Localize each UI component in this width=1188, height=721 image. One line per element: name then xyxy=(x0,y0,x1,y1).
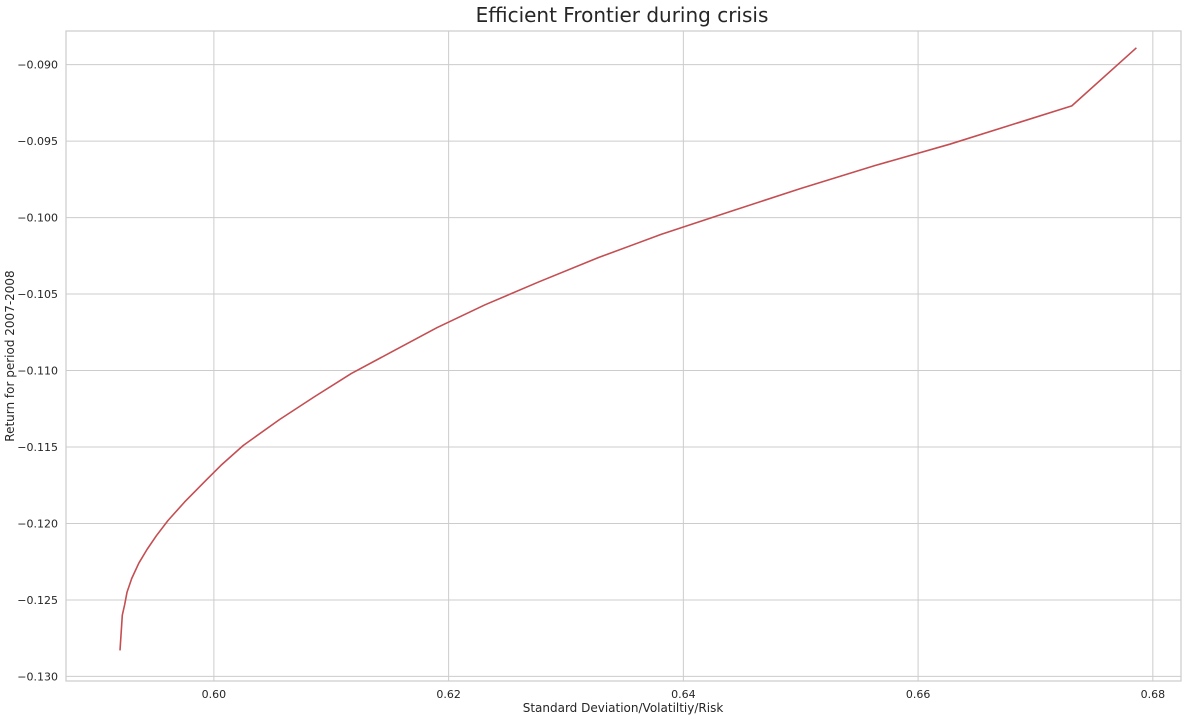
x-tick-label: 0.68 xyxy=(1141,688,1166,701)
y-tick-label: −0.100 xyxy=(17,212,58,225)
y-tick-label: −0.110 xyxy=(17,365,58,378)
y-tick-labels: −0.130 −0.125 −0.120 −0.115 −0.110 −0.105 −0.1… xyxy=(17,59,58,684)
grid-layer xyxy=(66,31,1181,681)
y-tick-label: −0.130 xyxy=(17,670,58,683)
frontier-line xyxy=(119,47,1137,651)
y-tick-label: −0.105 xyxy=(17,288,58,301)
x-tick-label: 0.66 xyxy=(906,688,931,701)
x-axis-label: Standard Deviation/Volatiltiy/Risk xyxy=(523,701,724,715)
x-tick-label: 0.64 xyxy=(671,688,696,701)
x-tick-labels: 0.60 0.62 0.64 0.66 0.68 xyxy=(202,688,1165,701)
y-tick-label: −0.090 xyxy=(17,59,58,72)
y-axis-label: Return for period 2007-2008 xyxy=(3,270,17,441)
y-tick-label: −0.125 xyxy=(17,594,58,607)
y-tick-label: −0.120 xyxy=(17,517,58,530)
x-tick-label: 0.62 xyxy=(436,688,461,701)
y-tick-label: −0.115 xyxy=(17,441,58,454)
series-layer xyxy=(119,47,1137,651)
x-tick-label: 0.60 xyxy=(202,688,227,701)
chart-title: Efficient Frontier during crisis xyxy=(476,3,769,27)
y-tick-label: −0.095 xyxy=(17,135,58,148)
plot-frame xyxy=(65,30,1182,682)
